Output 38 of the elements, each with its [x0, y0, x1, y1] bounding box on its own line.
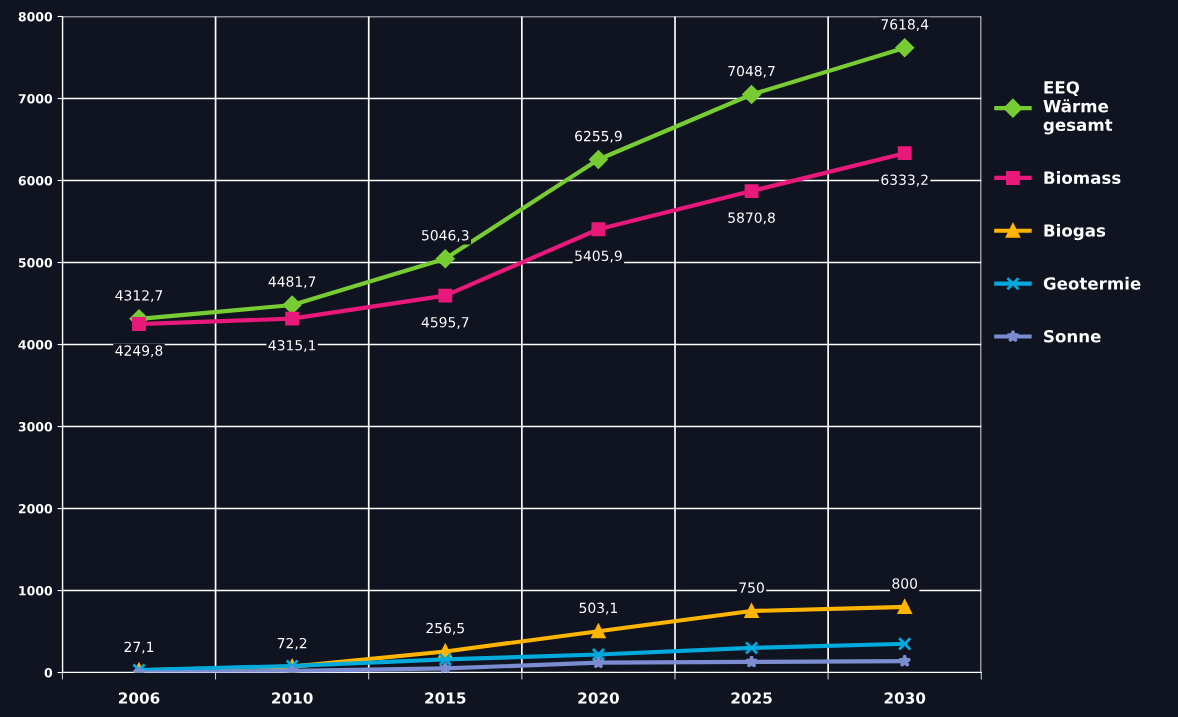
- data-label: 750: [739, 582, 764, 593]
- x-tick-label: 2006: [118, 692, 160, 704]
- data-label: 5046,3: [422, 230, 469, 242]
- x-tick-label: 2020: [578, 692, 619, 704]
- y-tick-label: 8000: [18, 11, 53, 22]
- data-label: 4312,7: [115, 290, 163, 303]
- y-tick-label: 3000: [18, 422, 53, 432]
- data-label: 6333,2: [881, 174, 928, 187]
- data-label: 7618,4: [881, 19, 929, 32]
- data-label: 4481,7: [268, 276, 316, 289]
- data-label: 7048,7: [728, 65, 775, 78]
- x-tick-label: 2015: [425, 692, 466, 704]
- y-tick-label: 2000: [18, 504, 53, 514]
- legend-label: EEQ Wärme gesamt: [1043, 81, 1113, 135]
- data-label: 5870,8: [728, 212, 775, 225]
- data-label: 27,1: [124, 641, 154, 654]
- data-label: 800: [892, 578, 918, 589]
- y-tick-label: 5000: [18, 257, 53, 268]
- data-label: 72,2: [277, 637, 307, 650]
- data-label: 4249,8: [115, 345, 163, 358]
- y-tick-label: 6000: [18, 175, 53, 186]
- legend-label: Biogas: [1044, 223, 1106, 241]
- y-tick-label: 0: [44, 668, 53, 678]
- x-tick-label: 2030: [884, 692, 926, 704]
- data-label: 4595,7: [421, 316, 469, 329]
- y-tick-label: 4000: [18, 339, 53, 350]
- legend-label: Sonne: [1044, 329, 1101, 343]
- legend-label: Geotermie: [1043, 276, 1141, 290]
- y-tick-label: 1000: [19, 586, 53, 596]
- data-label: 503,1: [579, 602, 618, 615]
- x-tick-label: 2010: [272, 692, 313, 704]
- data-label: 256,5: [426, 622, 464, 635]
- y-tick-label: 7000: [18, 93, 53, 104]
- data-label: 4315,1: [268, 339, 316, 352]
- data-label: 5405,9: [575, 250, 622, 263]
- x-tick-label: 2025: [731, 692, 772, 704]
- data-label: 6255,9: [575, 130, 622, 143]
- legend-label: Biomass: [1044, 171, 1121, 185]
